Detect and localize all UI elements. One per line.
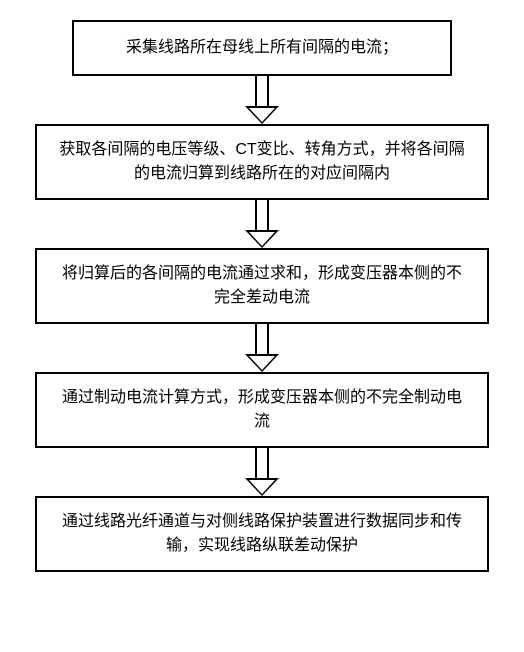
step-text: 将归算后的各间隔的电流通过求和，形成变压器本侧的不完全差动电流 — [55, 262, 469, 310]
step-text: 通过制动电流计算方式，形成变压器本侧的不完全制动电流 — [55, 386, 469, 434]
flowchart-container: 采集线路所在母线上所有间隔的电流； 获取各间隔的电压等级、CT变比、转角方式，并将… — [35, 20, 489, 572]
flowchart-step: 通过制动电流计算方式，形成变压器本侧的不完全制动电流 — [35, 372, 489, 448]
flowchart-step: 获取各间隔的电压等级、CT变比、转角方式，并将各间隔的电流归算到线路所在的对应间… — [35, 124, 489, 200]
step-text: 通过线路光纤通道与对侧线路保护装置进行数据同步和传输，实现线路纵联差动保护 — [55, 510, 469, 558]
step-text: 获取各间隔的电压等级、CT变比、转角方式，并将各间隔的电流归算到线路所在的对应间… — [55, 138, 469, 186]
flowchart-step: 通过线路光纤通道与对侧线路保护装置进行数据同步和传输，实现线路纵联差动保护 — [35, 496, 489, 572]
flow-arrow — [245, 448, 279, 496]
step-text: 采集线路所在母线上所有间隔的电流； — [126, 36, 398, 60]
flowchart-step: 将归算后的各间隔的电流通过求和，形成变压器本侧的不完全差动电流 — [35, 248, 489, 324]
flow-arrow — [245, 200, 279, 248]
flow-arrow — [245, 324, 279, 372]
flowchart-step: 采集线路所在母线上所有间隔的电流； — [72, 20, 452, 76]
flow-arrow — [245, 76, 279, 124]
